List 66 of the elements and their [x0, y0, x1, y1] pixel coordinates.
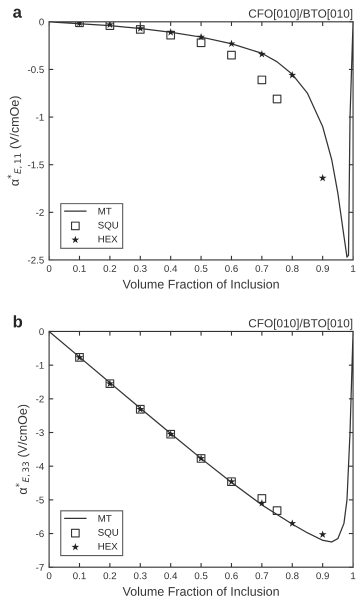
- y-tick-label: -0.5: [28, 66, 44, 74]
- legend-label: MT: [98, 208, 112, 215]
- y-tick-label: -2: [36, 209, 44, 216]
- x-tick-label: 0.5: [194, 265, 208, 272]
- x-tick-label: 0.6: [225, 572, 238, 580]
- x-tick-label: 0.1: [73, 572, 86, 580]
- y-tick-label: -1.5: [28, 162, 44, 168]
- x-tick-label: 0.9: [316, 572, 329, 580]
- y-tick-label: -2: [36, 396, 44, 402]
- point: [272, 506, 282, 515]
- x-axis-title: Volume Fraction of Inclusion: [122, 586, 279, 596]
- x-tick-label: 0.1: [73, 265, 86, 272]
- x-tick-label: 0.6: [225, 265, 238, 272]
- point: [166, 30, 176, 40]
- point: [228, 40, 236, 48]
- legend-label: MT: [98, 515, 112, 522]
- chart-title: b: [14, 315, 22, 328]
- legend-label: HEX: [98, 542, 118, 550]
- point: [288, 71, 296, 78]
- y-tick-label: -6: [36, 530, 44, 538]
- x-tick-label: 0.7: [255, 572, 268, 580]
- x-tick-label: 0.5: [194, 572, 208, 580]
- point: [318, 174, 327, 182]
- point: [227, 50, 236, 60]
- x-tick-label: 0: [46, 572, 52, 580]
- point: [272, 94, 282, 104]
- x-tick-label: 0.8: [286, 572, 299, 580]
- y-tick-label: -1: [36, 114, 44, 121]
- legend-label: SQU: [98, 528, 118, 538]
- x-tick-label: 0.9: [316, 265, 329, 272]
- x-tick-label: 0.3: [134, 572, 147, 580]
- x-tick-label: 0.4: [164, 572, 178, 580]
- point: [258, 50, 266, 58]
- point: [258, 76, 266, 84]
- x-tick-label: 0.2: [104, 572, 116, 580]
- y-tick-label: -4: [36, 463, 44, 470]
- point: [318, 530, 327, 538]
- point: [197, 32, 205, 40]
- y-tick-label: -5: [36, 496, 44, 504]
- chart-subtitle: CFO[010]/BTO[010]: [248, 318, 352, 330]
- x-tick-label: 0.3: [134, 265, 147, 272]
- x-tick-label: 1: [351, 265, 356, 272]
- point: [258, 494, 266, 503]
- x-tick-label: 0.2: [104, 265, 116, 272]
- y-tick-label: -1: [36, 362, 44, 369]
- y-axis-title: α$^{*}$$_{E,33}$ (V/cmOe): [16, 404, 30, 494]
- legend-label: SQU: [98, 222, 118, 230]
- x-tick-label: 1: [351, 572, 356, 580]
- y-tick-label: -3: [36, 429, 44, 436]
- point: [196, 38, 206, 48]
- y-tick-label: -7: [36, 564, 44, 571]
- y-tick-label: 0: [39, 18, 44, 26]
- legend-label: HEX: [98, 236, 118, 242]
- x-tick-label: 0: [46, 265, 52, 272]
- y-tick-label: -2.5: [28, 256, 44, 264]
- point: [288, 519, 296, 527]
- chart-subtitle: CFO[010]/BTO[010]: [248, 9, 352, 20]
- x-tick-label: 0.4: [164, 265, 178, 272]
- y-tick-label: 0: [39, 328, 44, 336]
- x-tick-label: 0.8: [286, 265, 299, 272]
- x-axis-title: Volume Fraction of Inclusion: [122, 279, 279, 289]
- y-axis-title: α$^{*}$$_{E,11}$ (V/cmOe): [7, 96, 22, 186]
- x-tick-label: 0.7: [255, 265, 268, 272]
- chart-title: a: [13, 8, 22, 18]
- point: [258, 499, 266, 507]
- point: [166, 28, 175, 36]
